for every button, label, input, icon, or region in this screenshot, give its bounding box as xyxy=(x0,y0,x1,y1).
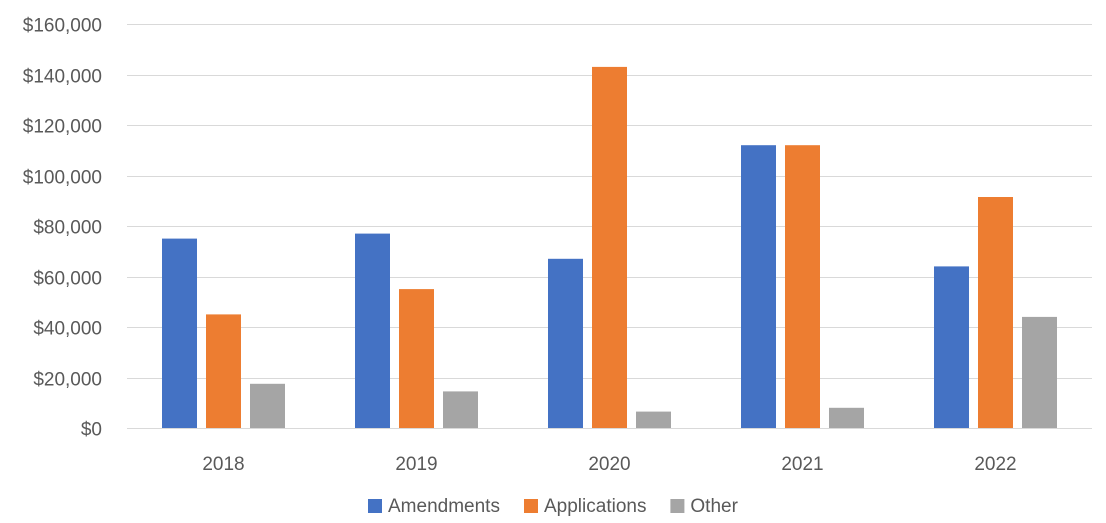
bar-amendments-2020 xyxy=(548,258,583,428)
bar-applications-2019 xyxy=(399,289,434,428)
bar-applications-2022 xyxy=(978,197,1013,428)
bar-amendments-2019 xyxy=(355,233,390,428)
bar-other-2022 xyxy=(1022,316,1057,428)
bars xyxy=(162,66,1057,429)
bar-amendments-2018 xyxy=(162,238,197,428)
y-tick-label: $20,000 xyxy=(33,370,102,391)
y-axis-tick-labels: $0 $20,000 $40,000 $60,000 $80,000 $100,000 $1… xyxy=(23,16,102,441)
bar-other-2020 xyxy=(636,411,671,428)
legend-label-amendments: Amendments xyxy=(388,496,500,517)
y-tick-label: $160,000 xyxy=(23,16,102,37)
x-tick-label: 2022 xyxy=(974,454,1016,475)
x-axis-tick-labels: 2018 2019 2020 2021 2022 xyxy=(202,454,1016,475)
y-tick-label: $80,000 xyxy=(33,218,102,239)
y-tick-label: $120,000 xyxy=(23,117,102,138)
bar-amendments-2021 xyxy=(741,145,776,428)
y-tick-label: $40,000 xyxy=(33,319,102,340)
bar-other-2021 xyxy=(829,407,864,428)
bar-applications-2020 xyxy=(592,66,627,429)
y-tick-label: $100,000 xyxy=(23,168,102,189)
legend-swatch-other xyxy=(670,499,685,513)
legend-swatch-amendments xyxy=(368,499,382,513)
legend: Amendments Applications Other xyxy=(368,496,739,517)
legend-label-applications: Applications xyxy=(544,496,646,517)
x-tick-label: 2018 xyxy=(202,454,244,475)
y-tick-label: $140,000 xyxy=(23,67,102,88)
legend-label-other: Other xyxy=(690,496,738,517)
legend-swatch-applications xyxy=(524,499,538,513)
bar-applications-2018 xyxy=(206,314,241,428)
bar-amendments-2022 xyxy=(934,266,969,428)
bar-other-2019 xyxy=(443,391,478,428)
y-tick-label: $0 xyxy=(81,420,102,441)
x-tick-label: 2021 xyxy=(781,454,823,475)
bar-applications-2021 xyxy=(785,145,820,428)
bar-other-2018 xyxy=(250,383,285,428)
x-tick-label: 2019 xyxy=(395,454,437,475)
x-tick-label: 2020 xyxy=(588,454,630,475)
y-tick-label: $60,000 xyxy=(33,269,102,290)
